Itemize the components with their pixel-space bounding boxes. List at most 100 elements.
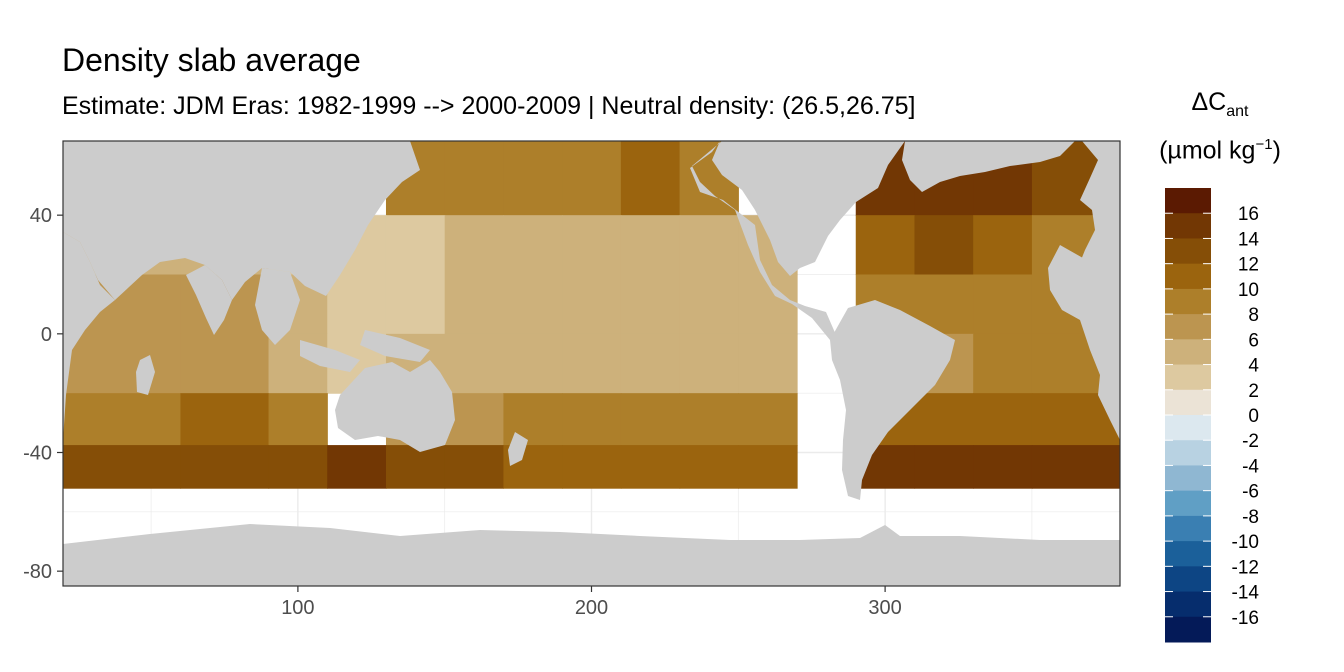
legend-swatch <box>1165 616 1211 643</box>
heatmap-cell <box>503 274 563 335</box>
legend-swatch <box>1165 364 1211 391</box>
legend-swatch <box>1165 415 1211 441</box>
land-north-america <box>410 141 905 340</box>
legend-label: 6 <box>1248 330 1259 351</box>
heatmap-cell <box>973 333 1033 394</box>
legend-swatch <box>1165 288 1211 315</box>
x-tick-label: 100 <box>281 597 314 619</box>
heatmap-cell <box>620 445 681 489</box>
legend-label: 4 <box>1248 356 1259 377</box>
heatmap-cell <box>444 333 505 394</box>
heatmap-cell <box>562 333 622 394</box>
legend-swatch <box>1165 339 1211 366</box>
heatmap-cell <box>444 215 505 276</box>
legend-label: -2 <box>1242 431 1259 452</box>
land-antarctica <box>63 524 1120 586</box>
heatmap-cell <box>679 215 739 276</box>
heatmap-cell <box>562 445 622 489</box>
legend-swatch <box>1165 515 1211 542</box>
legend-label: -14 <box>1232 583 1260 604</box>
heatmap-cell <box>738 445 798 489</box>
legend-label: -6 <box>1242 482 1259 503</box>
land-south-america <box>830 300 955 500</box>
heatmap-cell <box>444 141 505 216</box>
y-tick-label: -40 <box>23 443 52 465</box>
legend-title: ΔCant <box>1191 88 1249 120</box>
legend-label: 16 <box>1238 204 1259 225</box>
heatmap-cell <box>503 141 563 216</box>
heatmap-cell <box>268 445 328 489</box>
legend-swatch <box>1165 541 1211 567</box>
heatmap-cell <box>327 274 387 335</box>
legend-label: -10 <box>1232 532 1259 553</box>
legend-swatch <box>1165 263 1211 290</box>
land-eurasia-west <box>63 141 420 300</box>
legend-label: 12 <box>1238 255 1259 276</box>
heatmap-cell <box>503 333 563 394</box>
chart-subtitle: Estimate: JDM Eras: 1982-1999 --> 2000-2… <box>62 92 916 120</box>
heatmap-cell <box>180 333 270 394</box>
heatmap-cell <box>327 445 387 489</box>
heatmap-cell <box>503 215 563 276</box>
x-tick-label: 300 <box>868 597 901 619</box>
heatmap-cell <box>562 141 622 216</box>
heatmap-cell <box>620 141 681 216</box>
legend-swatch <box>1165 238 1211 265</box>
heatmap-cell <box>679 274 739 335</box>
legend-label: 2 <box>1248 381 1259 402</box>
heatmap-cell <box>268 393 328 446</box>
heatmap-cell <box>444 445 505 489</box>
y-tick-label: 0 <box>41 324 52 346</box>
legend-label: -8 <box>1242 507 1259 528</box>
legend-unit: (µmol kg−1) <box>1159 136 1281 165</box>
heatmap-cell <box>562 274 622 335</box>
land-new-zealand <box>508 432 528 466</box>
legend-swatch <box>1165 213 1211 239</box>
heatmap-cell <box>738 393 798 446</box>
heatmap-cell <box>738 333 798 394</box>
land-africa-east <box>1048 245 1120 440</box>
legend-label: 0 <box>1248 406 1259 427</box>
heatmap-cell <box>562 393 622 446</box>
heatmap-cell <box>973 215 1033 276</box>
land-mask <box>63 141 1120 586</box>
heatmap-cell <box>180 445 270 489</box>
heatmap-cell <box>620 333 681 394</box>
heatmap-cell <box>914 445 974 489</box>
legend-swatch <box>1165 591 1211 618</box>
land-australia <box>335 360 455 452</box>
legend-swatch <box>1165 440 1211 466</box>
legend-swatch <box>1165 389 1211 416</box>
legend-swatch <box>1165 465 1211 492</box>
heatmap-cell <box>385 274 446 335</box>
legend-label: -16 <box>1232 608 1259 629</box>
land-india <box>186 265 232 335</box>
legend-label: 10 <box>1238 280 1259 301</box>
legend: 16 14 12 10 8 6 4 2 0 -2 -4 -6 -8 -10 -12 -14 -16 <box>1165 188 1259 643</box>
heatmap-cell <box>679 445 739 489</box>
heatmap-cell <box>63 333 182 394</box>
legend-swatch <box>1165 188 1211 214</box>
legend-label: 14 <box>1238 229 1260 250</box>
heatmap-cell <box>180 393 270 446</box>
chart-title: Density slab average <box>62 42 361 78</box>
heatmap-cell <box>503 393 563 446</box>
y-tick-label: -80 <box>23 561 52 583</box>
land-madagascar <box>136 355 155 395</box>
x-tick-label: 200 <box>575 597 608 619</box>
heatmap-cell <box>973 274 1033 335</box>
heatmap-cell <box>914 215 974 276</box>
legend-swatch <box>1165 566 1211 593</box>
land-se-asia <box>255 268 430 372</box>
heatmap-cell <box>914 393 974 446</box>
heatmap-cell <box>620 215 681 276</box>
heatmap-cell <box>562 215 622 276</box>
land-greenland <box>902 141 1075 192</box>
legend-label: -12 <box>1232 557 1259 578</box>
legend-label: -4 <box>1242 456 1259 477</box>
heatmap-cell <box>973 445 1033 489</box>
heatmap-cell <box>620 393 681 446</box>
heatmap-cell <box>63 393 182 446</box>
